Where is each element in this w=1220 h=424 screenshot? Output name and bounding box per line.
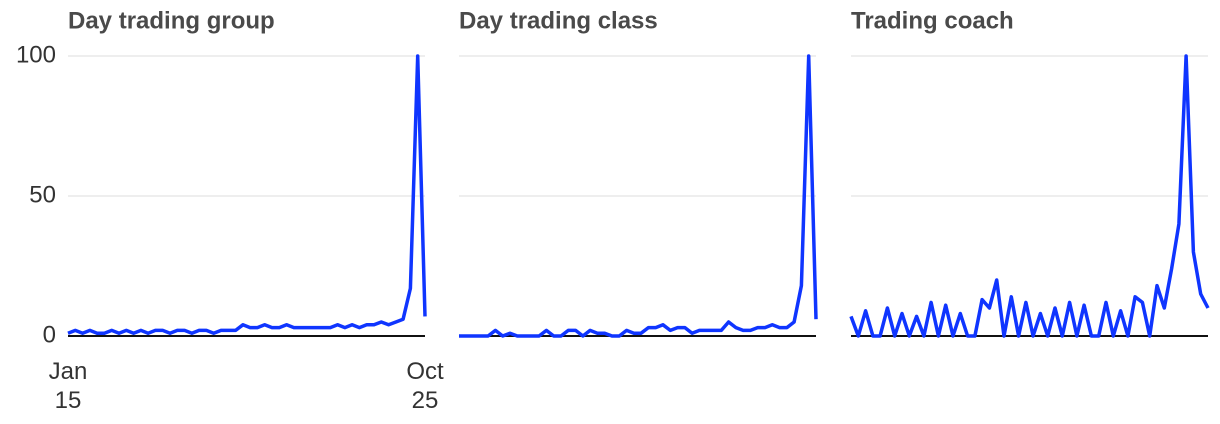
chart-title: Day trading class [459,7,658,34]
chart-title: Trading coach [851,7,1014,34]
line [459,54,818,338]
y-tick-label: 100 [16,41,56,68]
y-tick-label: 0 [43,321,56,348]
x-tick-label: Jan 15 [48,358,88,414]
line [849,54,1210,338]
y-tick-label: 50 [29,181,56,208]
line [67,54,427,335]
chart-title: Day trading group [68,7,275,34]
x-tick-label: Oct 25 [406,358,444,414]
